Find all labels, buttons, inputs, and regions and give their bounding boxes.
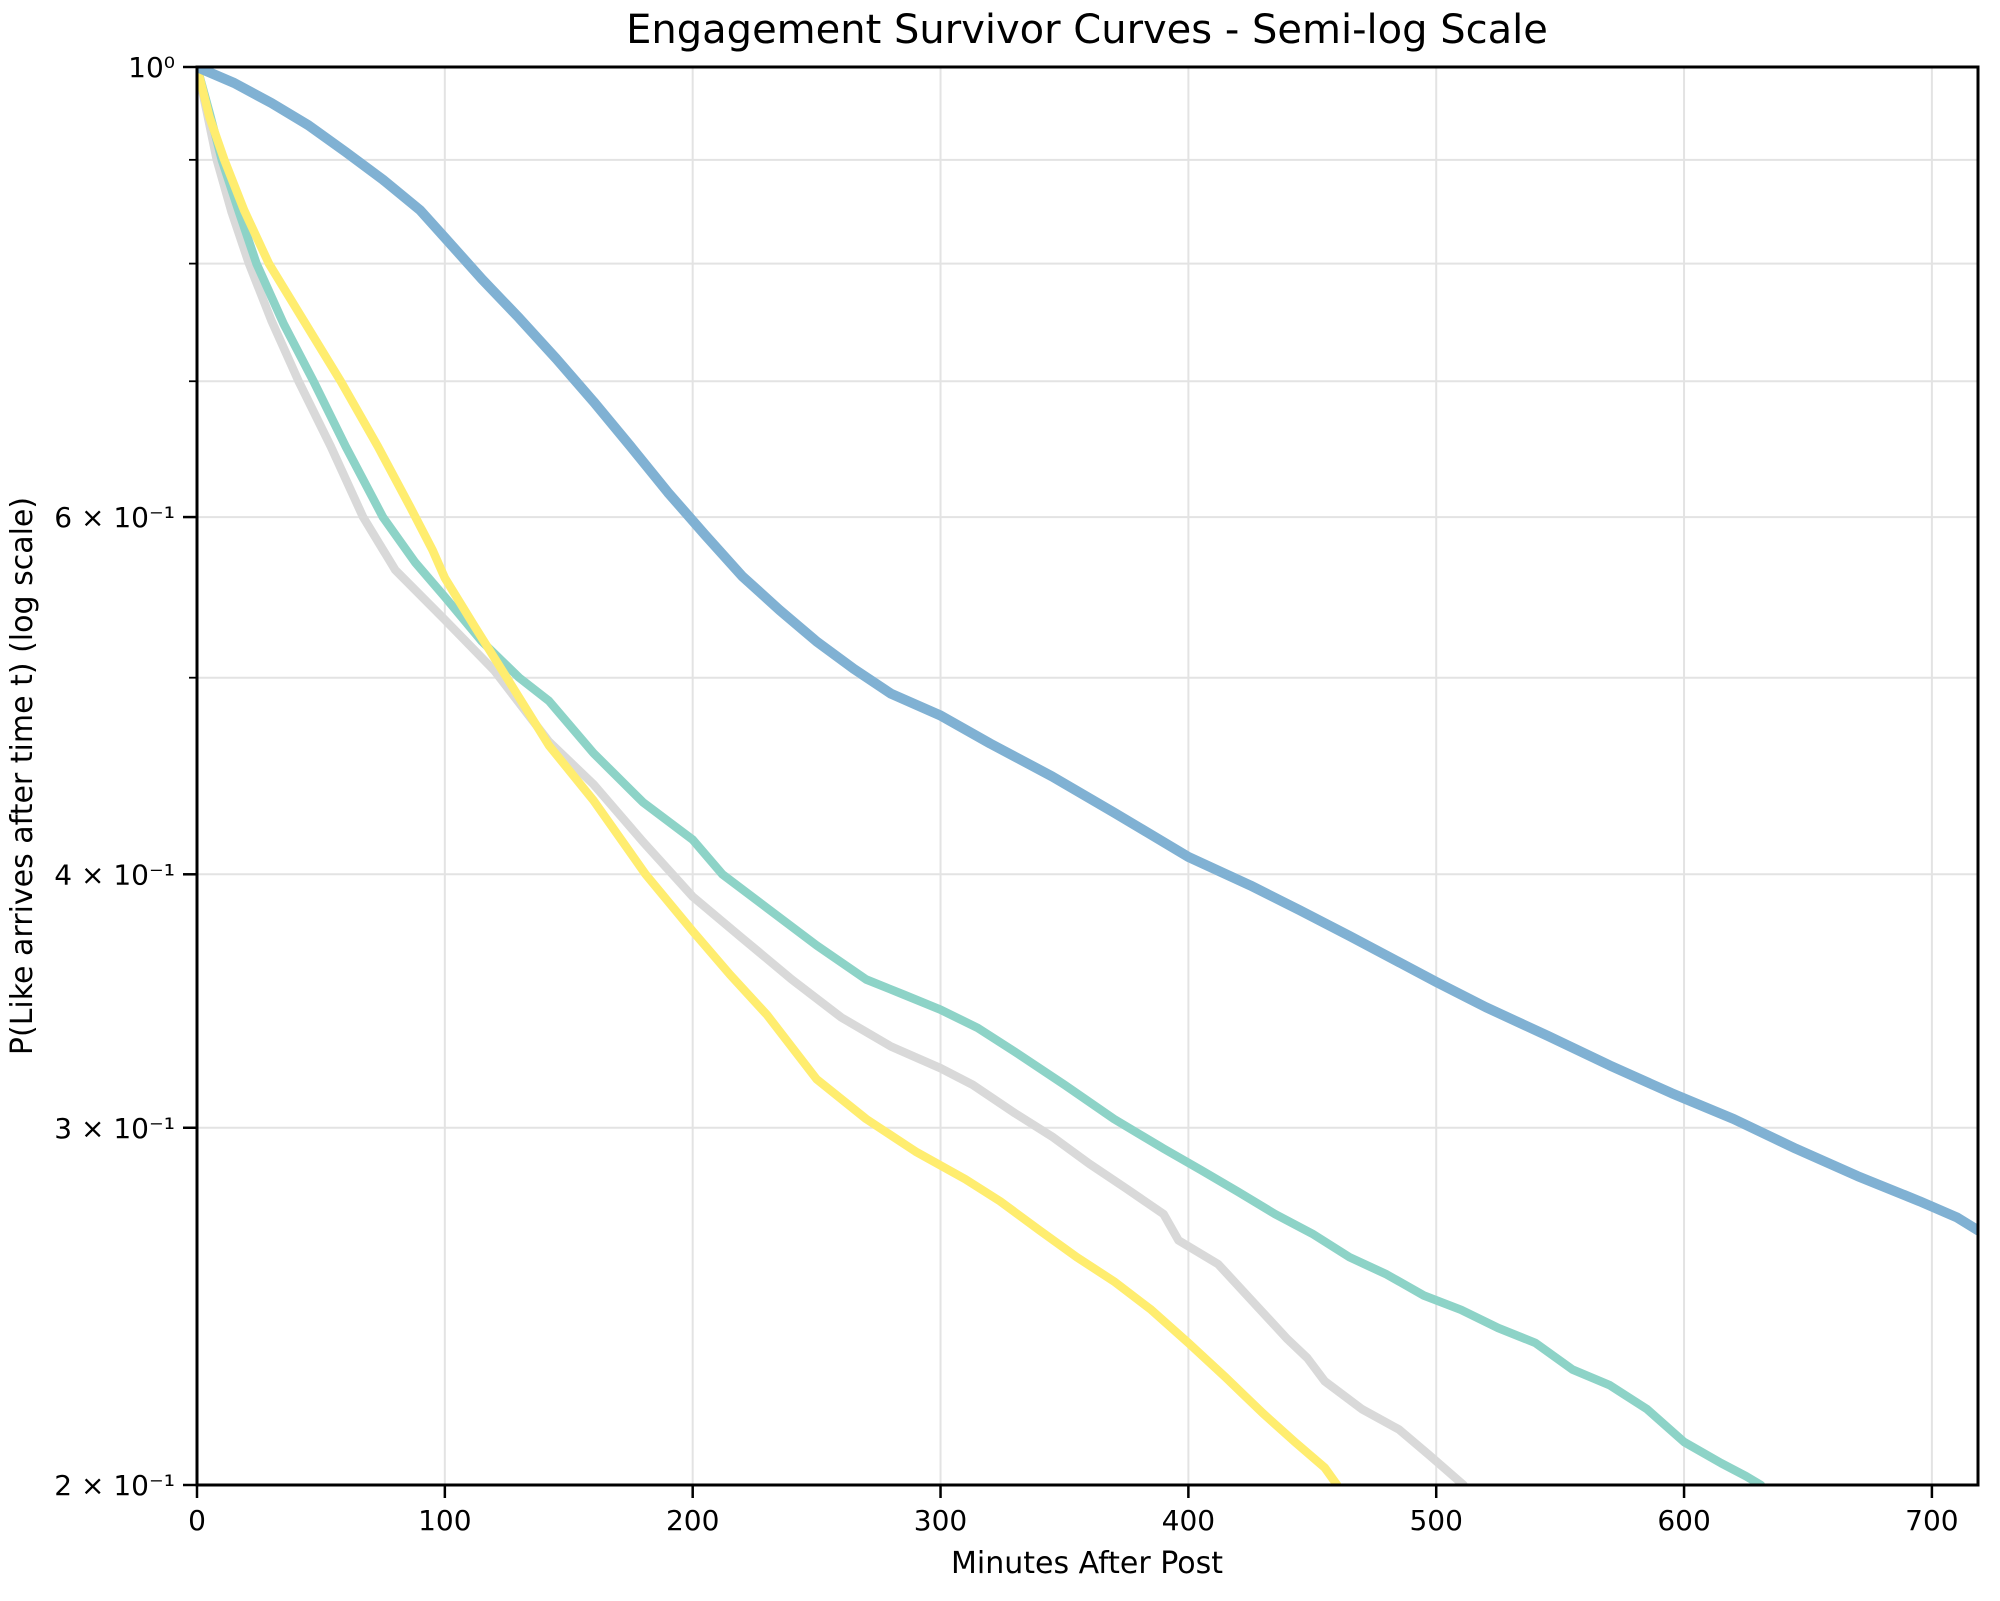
y-tick-label-0.6: 6 × 10⁻¹ — [54, 501, 175, 534]
x-tick-label-0: 0 — [188, 1504, 206, 1537]
axes-spines — [195, 65, 1980, 1487]
y-tick-label-1: 10⁰ — [128, 51, 175, 84]
series-teal-line — [197, 67, 1766, 1485]
plot-border — [195, 65, 1980, 1487]
x-axis-label: Minutes After Post — [951, 1546, 1223, 1581]
data-curves — [197, 67, 1978, 1485]
x-tick-label-600: 600 — [1657, 1504, 1710, 1537]
chart-title: Engagement Survivor Curves - Semi-log Sc… — [626, 7, 1548, 53]
x-tick-label-500: 500 — [1409, 1504, 1462, 1537]
series-yellow-line — [197, 67, 1342, 1485]
x-tick-label-200: 200 — [666, 1504, 719, 1537]
axis-ticks: 0 100 200 300 400 500 600 700 10⁰ 6 × 10⁻¹ 4 × 10⁻… — [54, 51, 1958, 1537]
series-blue-line — [197, 67, 1978, 1236]
x-tick-label-100: 100 — [418, 1504, 471, 1537]
x-tick-label-400: 400 — [1162, 1504, 1215, 1537]
x-tick-label-300: 300 — [914, 1504, 967, 1537]
y-tick-label-0.3: 3 × 10⁻¹ — [54, 1112, 175, 1145]
series-gray-line — [197, 67, 1468, 1485]
gridlines — [197, 67, 1978, 1485]
x-tick-label-700: 700 — [1905, 1504, 1958, 1537]
y-tick-label-0.2: 2 × 10⁻¹ — [54, 1469, 175, 1502]
y-axis-label: P(Like arrives after time t) (log scale) — [5, 497, 40, 1055]
y-tick-label-0.4: 4 × 10⁻¹ — [54, 858, 175, 891]
